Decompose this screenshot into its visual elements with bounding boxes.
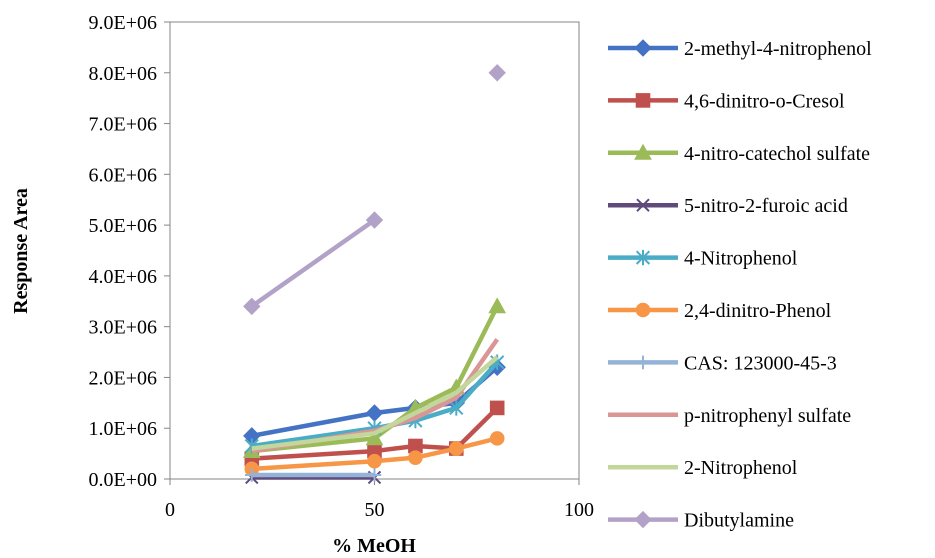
legend-label: 2-Nitrophenol (684, 457, 798, 479)
y-tick-label: 1.0E+06 (89, 418, 158, 440)
data-point (449, 400, 464, 416)
legend-swatch-marker (636, 355, 650, 370)
legend-label: 4-nitro-catechol sulfate (684, 143, 870, 165)
x-axis: 0 50 100 (165, 479, 594, 521)
legend-item-4-6-dinitro-o-cresol: 4,6-dinitro-o-Cresol (608, 90, 845, 112)
data-point (488, 64, 506, 82)
legend-item-dibutylamine: Dibutylamine (608, 510, 794, 532)
legend-label: 5-nitro-2-furoic acid (684, 195, 848, 217)
y-tick-label: 4.0E+06 (89, 266, 158, 288)
legend-swatch-marker (636, 198, 650, 212)
series-line (251, 355, 499, 451)
data-point (489, 400, 505, 416)
series-2-nitrophenol (251, 355, 499, 451)
legend-swatch-marker (634, 510, 652, 529)
series-dibutylamine (243, 64, 506, 316)
legend-item-2-nitrophenol: 2-Nitrophenol (608, 457, 798, 479)
series-line (250, 218, 376, 309)
data-point (367, 468, 382, 482)
y-axis-title: Response Area (10, 188, 32, 314)
series-cas-123000-45-3 (245, 468, 382, 482)
legend-label: p-nitrophenyl sulfate (684, 405, 851, 427)
x-tick-label: 50 (365, 499, 385, 521)
y-tick-label: 6.0E+06 (89, 164, 158, 186)
y-tick-label: 7.0E+06 (89, 114, 158, 136)
legend-label: CAS: 123000-45-3 (684, 352, 837, 374)
legend-swatch-marker (634, 39, 652, 57)
y-tick-label: 8.0E+06 (89, 63, 158, 85)
y-tick-label: 9.0E+06 (89, 12, 158, 34)
legend-item-4-nitro-catechol-sulfate: 4-nitro-catechol sulfate (608, 143, 870, 165)
data-point (245, 468, 259, 482)
data-point (365, 211, 384, 229)
legend-item-4-nitrophenol: 4-Nitrophenol (608, 248, 798, 270)
data-point (408, 450, 423, 465)
data-point (243, 297, 261, 316)
legend-swatch-marker (634, 143, 652, 160)
data-point (365, 429, 384, 446)
legend-label: 2,4-dinitro-Phenol (684, 300, 832, 322)
plot-area-frame (169, 21, 580, 480)
legend-item-2-4-dinitro-phenol: 2,4-dinitro-Phenol (608, 300, 832, 322)
data-point (449, 441, 464, 456)
legend-item-cas-123000-45-3: CAS: 123000-45-3 (608, 352, 837, 374)
data-point (367, 453, 382, 469)
data-point (489, 431, 505, 446)
legend-label: 2-methyl-4-nitrophenol (684, 38, 872, 60)
y-axis: 0.0E+00 1.0E+06 2.0E+06 3.0E+06 4.0E+06 5.0E+… (89, 12, 170, 491)
series-group (242, 64, 507, 485)
y-tick-label: 0.0E+00 (89, 469, 158, 491)
legend-swatch-marker (635, 302, 651, 318)
legend-item-5-nitro-2-furoic-acid: 5-nitro-2-furoic acid (608, 195, 848, 217)
x-axis-title: % MeOH (332, 535, 416, 557)
legend-label: 4-Nitrophenol (684, 248, 798, 270)
y-tick-label: 2.0E+06 (89, 367, 158, 389)
legend-item-p-nitrophenyl-sulfate: p-nitrophenyl sulfate (608, 405, 851, 427)
legend-label: 4,6-dinitro-o-Cresol (684, 90, 845, 112)
legend-swatch-marker (635, 249, 651, 266)
x-tick-label: 0 (165, 499, 175, 521)
x-tick-label: 100 (564, 499, 594, 521)
y-tick-label: 3.0E+06 (89, 317, 158, 339)
legend-item-2-methyl-4-nitrophenol: 2-methyl-4-nitrophenol (608, 38, 872, 60)
legend-swatch-marker (635, 93, 651, 108)
y-tick-label: 5.0E+06 (89, 215, 158, 237)
legend-label: Dibutylamine (684, 510, 794, 532)
data-point (488, 297, 507, 314)
legend: 2-methyl-4-nitrophenol 4,6-dinitro-o-Cres… (608, 38, 872, 532)
